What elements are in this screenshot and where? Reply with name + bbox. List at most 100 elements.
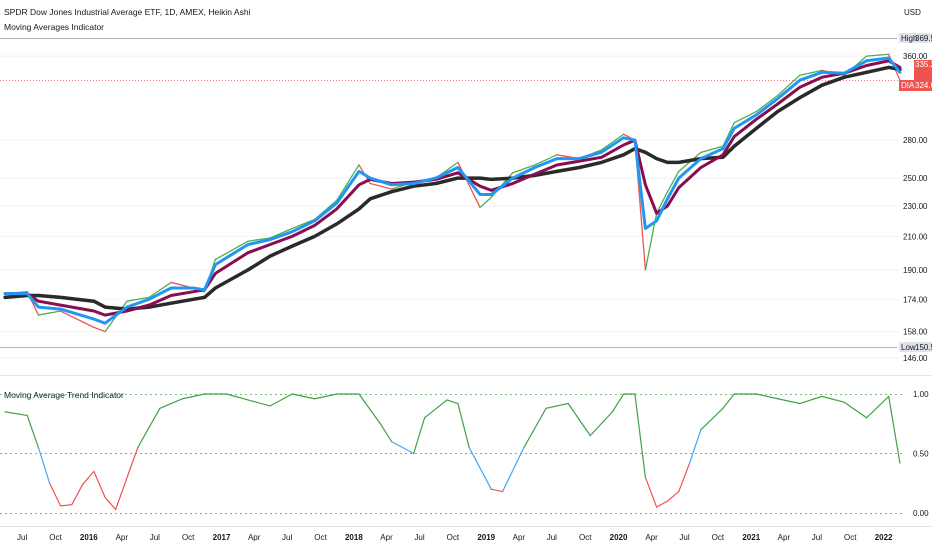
ma-fast-line [3, 56, 902, 325]
high-tag-label: High [901, 34, 917, 43]
trend-segment [93, 470, 106, 499]
time-label: Jul [150, 533, 160, 542]
high-tag: High 369.50 [899, 33, 932, 43]
trend-segment [722, 393, 735, 409]
ma-tag-label: DIA [901, 81, 915, 90]
indicator-label-top: Moving Averages Indicator [4, 22, 104, 32]
time-label: 2022 [875, 533, 893, 542]
ma-mid-line [3, 59, 902, 317]
trend-segment [700, 407, 724, 431]
trend-segment [314, 393, 338, 400]
trend-segment [358, 393, 381, 425]
trend-segment [181, 393, 206, 400]
trend-segment [26, 414, 40, 449]
trend-tick-label: 1.00 [913, 390, 929, 399]
high-tag-bg [899, 33, 932, 43]
time-label: 2021 [742, 533, 760, 542]
price-segment [865, 53, 890, 57]
price-segment [755, 94, 779, 113]
time-label: Apr [513, 533, 526, 542]
time-label: Apr [248, 533, 261, 542]
trend-segment [71, 483, 84, 506]
time-label: 2017 [213, 533, 231, 542]
price-segment [126, 296, 150, 302]
price-tick-label: 146.00 [903, 354, 928, 363]
price-segment [247, 237, 271, 242]
time-label: Jul [282, 533, 292, 542]
trend-segment [457, 402, 470, 449]
trend-tick-label: 0.00 [913, 509, 929, 518]
time-label: Jul [679, 533, 689, 542]
trend-segment [4, 411, 28, 417]
trend-segment [291, 393, 316, 400]
trend-axis: 1.00 0.50 0.00 [913, 390, 929, 518]
price-gridlines [0, 55, 900, 359]
time-label: Oct [447, 533, 460, 542]
moving-averages [3, 56, 902, 325]
time-label: Apr [645, 533, 658, 542]
trend-segment [115, 446, 139, 511]
trend-segment [49, 482, 62, 507]
currency-label: USD [904, 8, 921, 17]
price-tick-label: 210.00 [903, 232, 928, 241]
price-segment [148, 281, 172, 299]
time-label: Oct [579, 533, 592, 542]
trend-segment [656, 500, 669, 508]
price-segment [479, 196, 492, 209]
trend-segment [545, 402, 569, 409]
time-label: Jul [414, 533, 424, 542]
trend-segment [567, 402, 591, 437]
price-series [4, 53, 901, 333]
price-segment [666, 170, 680, 193]
price-tick-label: 230.00 [903, 202, 928, 211]
trend-series [4, 393, 901, 511]
price-tick-label: 158.00 [903, 328, 928, 337]
trend-segment [247, 399, 271, 407]
time-label: 2016 [80, 533, 98, 542]
trend-segment [799, 395, 823, 405]
price-tick-label: 174.00 [903, 295, 928, 304]
time-label: Jul [547, 533, 557, 542]
trend-tick-label: 0.50 [913, 450, 929, 459]
trend-segment [446, 399, 459, 405]
trend-segment [159, 398, 183, 409]
price-axis: 360.00 280.00 250.00 230.00 210.00 190.00 174.… [903, 52, 928, 363]
trend-segment [865, 395, 890, 419]
price-segment [512, 164, 536, 174]
trend-segment [490, 488, 504, 493]
time-label: Apr [116, 533, 129, 542]
trend-segment [104, 496, 117, 511]
price-tick-label: 360.00 [903, 52, 928, 61]
price-segment [59, 310, 95, 329]
trend-segment [755, 393, 779, 400]
price-segment [269, 227, 293, 239]
trend-segment [423, 399, 448, 419]
chart-title: SPDR Dow Jones Industrial Average ETF, 1… [4, 7, 251, 17]
trend-segment [269, 393, 293, 407]
time-axis[interactable]: Jul Oct 2016 Apr Jul Oct 2017 Apr Jul Oct 2018 Apr J… [17, 533, 893, 542]
trend-segment [413, 417, 426, 455]
price-segment [600, 133, 625, 151]
trend-segment [644, 476, 658, 508]
low-tag-value: 150.57 [915, 343, 932, 352]
price-segment [700, 145, 724, 153]
price-segment [369, 182, 393, 190]
price-segment [37, 310, 62, 316]
trend-segment [634, 393, 646, 478]
time-label: Jul [812, 533, 822, 542]
time-label: Apr [778, 533, 791, 542]
trend-segment [501, 446, 525, 493]
time-label: Oct [844, 533, 857, 542]
price-segment [777, 74, 801, 97]
price-tag-value: 335.23 [915, 60, 932, 69]
trend-segment [82, 470, 95, 486]
time-label: 2020 [610, 533, 628, 542]
time-label: 2018 [345, 533, 363, 542]
trend-segment [523, 407, 547, 449]
price-segment [655, 191, 669, 214]
price-segment [93, 326, 106, 333]
low-tag-label: Low [901, 343, 916, 352]
time-label: Apr [380, 533, 393, 542]
time-label: Oct [182, 533, 195, 542]
